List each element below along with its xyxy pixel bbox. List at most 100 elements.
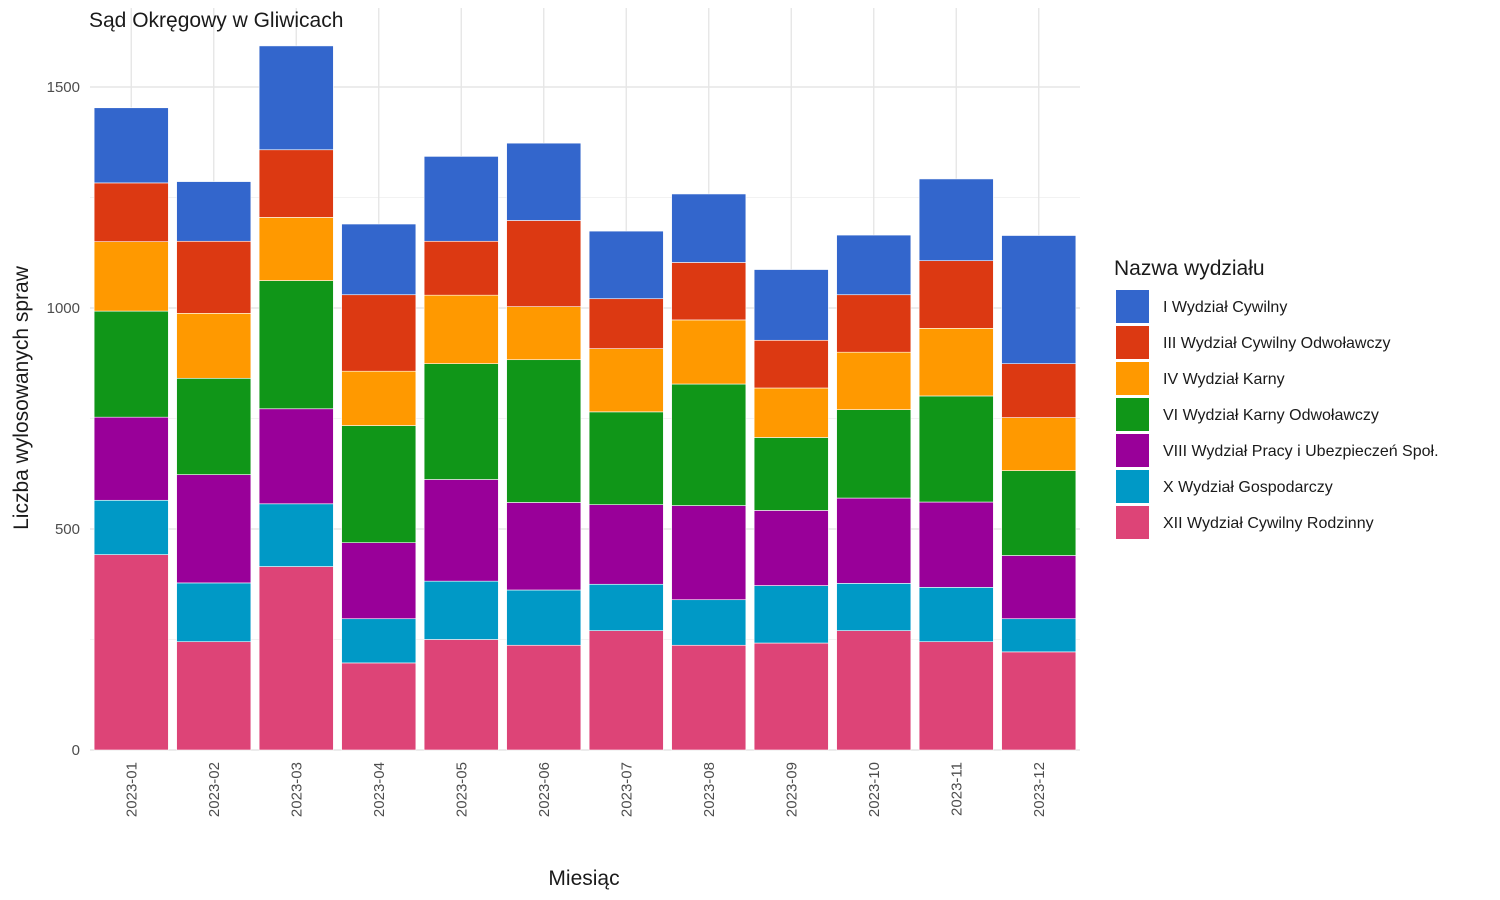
x-axis-title: Miesiąc [548, 867, 619, 890]
bar-segment [93, 416, 169, 501]
chart-title: Sąd Okręgowy w Gliwicach [89, 9, 343, 32]
legend-swatch [1116, 326, 1149, 359]
bar-segment [258, 566, 334, 751]
bar-segment [258, 408, 334, 505]
bar-segment [671, 644, 747, 751]
bar-segment [423, 479, 499, 582]
bar-segment [753, 387, 829, 438]
bar-segment [258, 217, 334, 281]
bar-segment [93, 107, 169, 184]
bar-segment [423, 639, 499, 751]
bar-segment [753, 642, 829, 751]
legend-item-label: III Wydział Cywilny Odwoławczy [1163, 335, 1390, 352]
bar-segment [588, 630, 664, 751]
bar-segment [93, 499, 169, 555]
bar-segment [341, 370, 417, 426]
bar-segment [176, 641, 252, 751]
bar-segment [93, 554, 169, 751]
bar-segment [836, 583, 912, 631]
bar-segment [671, 193, 747, 263]
x-tick-label: 2023-12 [1031, 762, 1048, 817]
bar-segment [1001, 555, 1077, 620]
bar-segment [588, 504, 664, 585]
bar-segment [1001, 235, 1077, 364]
bar-segment [506, 502, 582, 591]
bar-segment [258, 149, 334, 218]
bar-segment [506, 359, 582, 503]
legend-item-label: VI Wydział Karny Odwoławczy [1163, 407, 1379, 424]
x-tick-label: 2023-08 [701, 762, 718, 817]
x-tick-label: 2023-11 [948, 762, 965, 816]
bar-segment [423, 156, 499, 242]
bar-segment [506, 644, 582, 751]
bar-segment [341, 662, 417, 751]
bar-segment [1001, 363, 1077, 418]
bar-segment [176, 582, 252, 643]
legend-item-label: X Wydział Gospodarczy [1163, 479, 1333, 496]
bar-segment [258, 280, 334, 410]
legend-item-label: IV Wydział Karny [1163, 371, 1285, 388]
bar-segment [588, 411, 664, 505]
legend-swatch [1116, 398, 1149, 431]
bar-segment [753, 269, 829, 341]
bar-segment [918, 395, 994, 503]
bar-segment [423, 240, 499, 296]
legend-swatch [1116, 470, 1149, 503]
bar-segment [918, 587, 994, 643]
bar-segment [176, 313, 252, 379]
bar-segment [423, 294, 499, 364]
bar-segment [918, 260, 994, 329]
x-tick-label: 2023-09 [783, 762, 800, 817]
bar-segment [258, 45, 334, 151]
bar-segment [1001, 651, 1077, 751]
bar-segment [753, 585, 829, 644]
bar-segment [93, 182, 169, 243]
bar-segment [588, 230, 664, 300]
bar-segment [588, 583, 664, 631]
bar-segment [341, 294, 417, 372]
legend-swatch [1116, 434, 1149, 467]
legend-item-label: I Wydział Cywilny [1163, 299, 1287, 316]
bar-segment [93, 241, 169, 312]
bar-segment [753, 339, 829, 389]
x-tick-label: 2023-01 [123, 762, 140, 817]
bar-segment [836, 351, 912, 410]
bar-segment [176, 240, 252, 314]
bar-segment [918, 501, 994, 588]
legend-title: Nazwa wydziału [1114, 257, 1265, 280]
bar-segment [176, 377, 252, 475]
bar-segment [506, 589, 582, 646]
bar-segment [671, 505, 747, 601]
bar-segment [671, 319, 747, 385]
x-tick-label: 2023-02 [206, 762, 223, 817]
legend-swatch [1116, 290, 1149, 323]
bar-segment [176, 474, 252, 584]
bar-segment [423, 580, 499, 640]
x-tick-label: 2023-05 [453, 762, 470, 817]
bar-segment [1001, 618, 1077, 653]
bar-segment [341, 618, 417, 664]
bar-segment [341, 425, 417, 544]
bar-segment [918, 641, 994, 751]
bar-segment [918, 328, 994, 397]
x-tick-label: 2023-07 [618, 762, 635, 817]
x-tick-label: 2023-06 [536, 762, 553, 817]
bar-segment [918, 178, 994, 262]
bar-segment [506, 306, 582, 361]
y-tick-label: 0 [72, 742, 80, 759]
y-tick-label: 1000 [47, 300, 80, 317]
bar-segment [671, 599, 747, 646]
bar-segment [93, 310, 169, 418]
bar-segment [836, 409, 912, 499]
legend: Nazwa wydziału I Wydział Cywilny III Wydz… [1114, 257, 1439, 539]
x-tick-label: 2023-10 [866, 762, 883, 817]
y-tick-label: 1500 [47, 79, 80, 96]
bar-segment [1001, 470, 1077, 556]
legend-item-label: VIII Wydział Pracy i Ubezpieczeń Społ. [1163, 443, 1439, 460]
y-tick-label: 500 [55, 521, 80, 538]
y-axis-ticks: 0 500 1000 1500 [47, 79, 80, 759]
bar-segment [753, 510, 829, 586]
legend-swatch [1116, 506, 1149, 539]
x-axis-ticks: 2023-01 2023-02 2023-03 2023-04 2023-05 2023-… [123, 762, 1048, 817]
